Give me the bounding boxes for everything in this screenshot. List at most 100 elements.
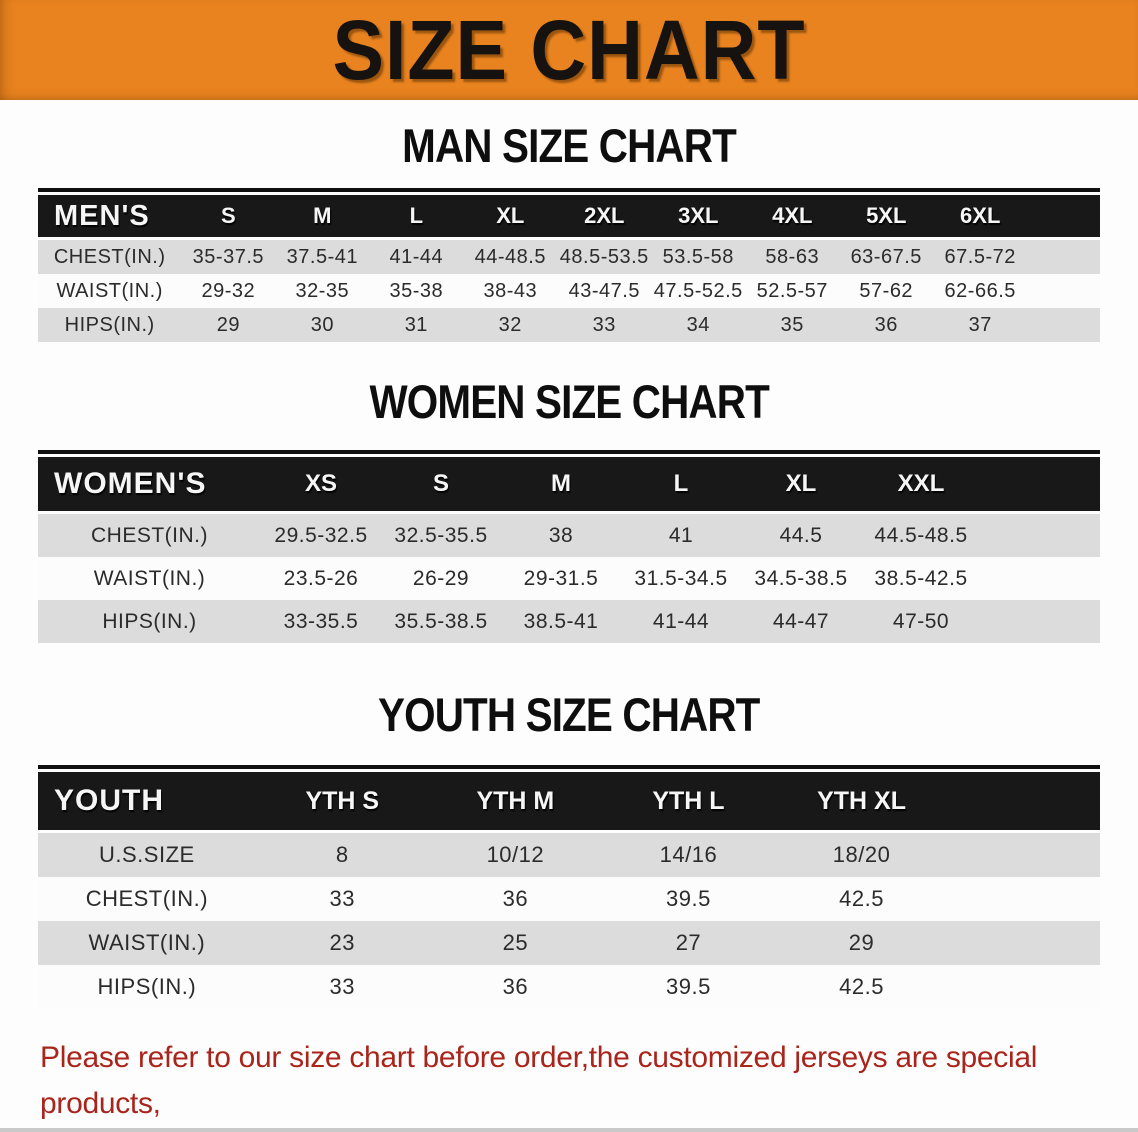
size-value: 25 <box>428 921 602 965</box>
header-filler <box>981 454 1100 514</box>
row-filler <box>1027 240 1100 274</box>
size-column-header: XXL <box>861 454 982 514</box>
size-value: 8 <box>255 833 429 877</box>
size-value: 52.5-57 <box>745 274 840 308</box>
size-value: 36 <box>428 965 602 1009</box>
size-value: 38.5-42.5 <box>861 557 982 600</box>
men-section: MAN SIZE CHART MEN'S S M L XL 2XL 3XL 4XL 5XL 6XL… <box>0 120 1138 342</box>
size-column-header: 3XL <box>651 192 746 240</box>
size-value: 32-35 <box>275 274 370 308</box>
row-filler <box>1027 308 1100 342</box>
table-header-row: WOMEN'S XS S M L XL XXL <box>38 454 1100 514</box>
row-filler <box>981 600 1100 643</box>
size-value: 31.5-34.5 <box>621 557 742 600</box>
row-filler <box>981 557 1100 600</box>
size-value: 58-63 <box>745 240 840 274</box>
table-title-cell: WOMEN'S <box>38 454 262 514</box>
size-column-header: 5XL <box>839 192 934 240</box>
size-column-header: XS <box>261 454 382 514</box>
measurement-label: HIPS(IN.) <box>38 600 262 643</box>
size-value: 34.5-38.5 <box>741 557 862 600</box>
row-filler <box>948 965 1100 1009</box>
size-value: 29-32 <box>181 274 276 308</box>
size-value: 10/12 <box>428 833 602 877</box>
row-filler <box>1027 274 1100 308</box>
banner-title: SIZE CHART <box>332 3 806 97</box>
men-size-table: MEN'S S M L XL 2XL 3XL 4XL 5XL 6XL CHEST(IN.) 35-37… <box>38 188 1100 342</box>
size-value: 27 <box>601 921 775 965</box>
size-value: 31 <box>369 308 464 342</box>
size-column-header: YTH M <box>428 769 602 833</box>
size-value: 44.5-48.5 <box>861 514 982 557</box>
row-filler <box>948 921 1100 965</box>
size-value: 41-44 <box>369 240 464 274</box>
measurement-label: CHEST(IN.) <box>38 877 256 921</box>
measurement-label: WAIST(IN.) <box>38 921 256 965</box>
size-value: 35-38 <box>369 274 464 308</box>
disclaimer-text: Please refer to our size chart before or… <box>0 1035 1138 1132</box>
size-column-header: YTH S <box>255 769 429 833</box>
measurement-label: U.S.SIZE <box>38 833 256 877</box>
size-value: 37.5-41 <box>275 240 370 274</box>
table-title-cell: MEN'S <box>38 192 182 240</box>
size-value: 26-29 <box>381 557 502 600</box>
table-title-cell: YOUTH <box>38 769 256 833</box>
size-value: 62-66.5 <box>933 274 1028 308</box>
size-value: 29 <box>181 308 276 342</box>
size-value: 47.5-52.5 <box>651 274 746 308</box>
table-header-row: MEN'S S M L XL 2XL 3XL 4XL 5XL 6XL <box>38 192 1100 240</box>
size-column-header: YTH L <box>601 769 775 833</box>
size-value: 33 <box>557 308 652 342</box>
measurement-label: HIPS(IN.) <box>38 965 256 1009</box>
size-value: 48.5-53.5 <box>557 240 652 274</box>
table-row: HIPS(IN.) 29 30 31 32 33 34 35 36 37 <box>38 308 1100 342</box>
size-column-header: 2XL <box>557 192 652 240</box>
size-value: 38 <box>501 514 622 557</box>
bottom-edge-strip <box>0 1128 1138 1132</box>
youth-table-wrap: YOUTH YTH S YTH M YTH L YTH XL U.S.SIZE 8 10/12… <box>0 765 1138 1009</box>
size-value: 23 <box>255 921 429 965</box>
measurement-label: CHEST(IN.) <box>38 240 182 274</box>
size-value: 34 <box>651 308 746 342</box>
size-value: 44-48.5 <box>463 240 558 274</box>
row-filler <box>948 833 1100 877</box>
size-value: 57-62 <box>839 274 934 308</box>
women-section-heading-text: WOMEN SIZE CHART <box>369 375 769 428</box>
size-value: 38-43 <box>463 274 558 308</box>
size-column-header: L <box>621 454 742 514</box>
size-value: 29-31.5 <box>501 557 622 600</box>
size-column-header: M <box>275 192 370 240</box>
size-column-header: S <box>181 192 276 240</box>
size-value: 30 <box>275 308 370 342</box>
header-filler <box>948 769 1100 833</box>
size-value: 29 <box>774 921 949 965</box>
size-value: 42.5 <box>774 877 949 921</box>
men-section-heading: MAN SIZE CHART <box>0 120 1138 172</box>
measurement-label: HIPS(IN.) <box>38 308 182 342</box>
women-section-heading: WOMEN SIZE CHART <box>0 376 1138 428</box>
size-value: 35 <box>745 308 840 342</box>
women-table-wrap: WOMEN'S XS S M L XL XXL CHEST(IN.) 29.5-32.5 32.5… <box>0 450 1138 643</box>
size-value: 41 <box>621 514 742 557</box>
youth-section-heading-text: YOUTH SIZE CHART <box>378 688 760 741</box>
size-value: 32.5-35.5 <box>381 514 502 557</box>
disclaimer-line-1: Please refer to our size chart before or… <box>40 1041 1038 1120</box>
measurement-label: WAIST(IN.) <box>38 557 262 600</box>
header-filler <box>1027 192 1100 240</box>
table-row: WAIST(IN.) 29-32 32-35 35-38 38-43 43-47.5 47.… <box>38 274 1100 308</box>
size-value: 14/16 <box>601 833 775 877</box>
size-value: 63-67.5 <box>839 240 934 274</box>
men-table-wrap: MEN'S S M L XL 2XL 3XL 4XL 5XL 6XL CHEST(IN.) 35-37… <box>0 188 1138 342</box>
size-value: 38.5-41 <box>501 600 622 643</box>
banner: SIZE CHART <box>0 0 1138 100</box>
youth-size-table: YOUTH YTH S YTH M YTH L YTH XL U.S.SIZE 8 10/12… <box>38 765 1100 1009</box>
men-section-heading-text: MAN SIZE CHART <box>402 119 737 172</box>
size-value: 67.5-72 <box>933 240 1028 274</box>
size-value: 35.5-38.5 <box>381 600 502 643</box>
size-value: 44-47 <box>741 600 862 643</box>
size-value: 33 <box>255 877 429 921</box>
size-value: 37 <box>933 308 1028 342</box>
size-value: 39.5 <box>601 965 775 1009</box>
size-value: 35-37.5 <box>181 240 276 274</box>
